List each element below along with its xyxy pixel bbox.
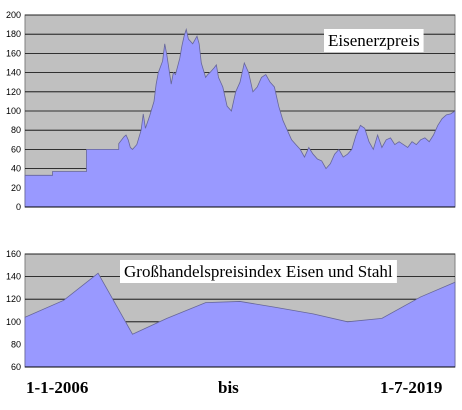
iron-ore-title: Eisenerzpreis (328, 31, 420, 50)
iron-ore-y-tick-label: 80 (11, 125, 21, 135)
steel-index-title-box (120, 260, 397, 283)
footer-start-date: 1-1-2006 (26, 378, 89, 397)
iron-ore-area-series (24, 27, 456, 208)
steel-index-y-tick-label: 100 (6, 317, 21, 327)
iron-ore-y-tick-label: 100 (6, 106, 21, 116)
iron-ore-y-tick-label: 120 (6, 87, 21, 97)
steel-index-area-series (24, 272, 456, 368)
iron-ore-y-tick-label: 20 (11, 183, 21, 193)
iron-ore-y-tick-label: 0 (16, 202, 21, 212)
iron-ore-y-tick-label: 60 (11, 144, 21, 154)
steel-index-y-tick-label: 160 (6, 249, 21, 259)
iron-ore-y-tick-label: 40 (11, 164, 21, 174)
footer-middle-label: bis (218, 378, 239, 397)
iron-ore-y-tick-label: 140 (6, 68, 21, 78)
iron-ore-y-tick-label: 180 (6, 29, 21, 39)
iron-ore-price-chart: 0 20 40 60 80 100 120 140 160 180 200 Eisenerzpreis (6, 10, 456, 212)
steel-wholesale-index-chart: 60 80 100 120 140 160 Großhandelspreisindex Ei… (6, 249, 456, 372)
footer-end-date: 1-7-2019 (380, 378, 443, 397)
iron-ore-y-tick-label: 200 (6, 10, 21, 20)
steel-index-y-tick-label: 120 (6, 294, 21, 304)
iron-ore-y-tick-label: 160 (6, 48, 21, 58)
steel-index-y-tick-label: 140 (6, 272, 21, 282)
steel-index-y-tick-label: 60 (11, 362, 21, 372)
steel-index-y-tick-label: 80 (11, 339, 21, 349)
steel-index-title: Großhandelspreisindex Eisen und Stahl (124, 262, 393, 281)
iron-ore-title-box (324, 29, 424, 52)
